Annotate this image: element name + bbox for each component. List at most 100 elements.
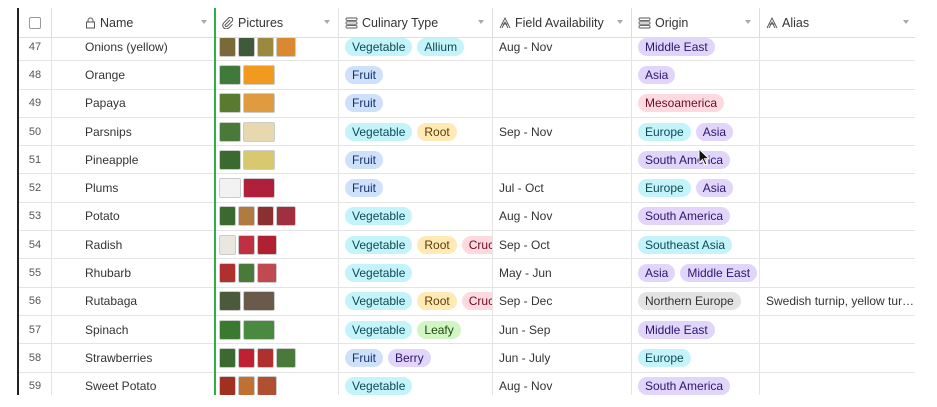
attachment-thumbnail[interactable] bbox=[238, 347, 255, 368]
field-availability-cell[interactable] bbox=[493, 61, 632, 89]
attachment-thumbnail[interactable] bbox=[257, 36, 274, 57]
origin-cell[interactable]: South America bbox=[632, 146, 760, 174]
origin-cell[interactable]: Europe Asia bbox=[632, 117, 760, 146]
field-availability-cell[interactable]: Jun - July bbox=[493, 344, 632, 372]
pictures-cell[interactable] bbox=[216, 202, 339, 231]
name-cell[interactable]: Plums bbox=[52, 174, 216, 202]
origin-cell[interactable]: Asia Middle East bbox=[632, 259, 760, 287]
table-row[interactable]: 55 Rhubarb Vegetable May - Jun Asia Middle Ea… bbox=[19, 259, 915, 288]
attachment-thumbnail[interactable] bbox=[219, 319, 241, 340]
attachment-thumbnail[interactable] bbox=[238, 206, 255, 227]
frozen-column-divider[interactable] bbox=[214, 8, 216, 395]
alias-cell[interactable] bbox=[760, 174, 915, 201]
name-cell[interactable]: Radish bbox=[52, 231, 216, 259]
table-row[interactable]: 59 Sweet Potato Vegetable Aug - Nov South Am… bbox=[19, 372, 915, 395]
table-row[interactable]: 50 Parsnips Vegetable Root Sep - Nov Europe As… bbox=[19, 117, 915, 147]
chevron-down-icon[interactable] bbox=[903, 20, 909, 24]
column-header-name[interactable]: Name bbox=[52, 8, 216, 38]
culinary-type-cell[interactable]: Vegetable bbox=[339, 259, 493, 287]
culinary-type-cell[interactable]: Fruit bbox=[339, 146, 493, 174]
attachment-thumbnail[interactable] bbox=[276, 206, 296, 227]
column-header-field-availability[interactable]: Field Availability bbox=[493, 8, 632, 38]
table-row[interactable]: 53 Potato Vegetable Aug - Nov South America bbox=[19, 202, 915, 232]
origin-cell[interactable]: Middle East bbox=[632, 33, 760, 61]
alias-cell[interactable] bbox=[760, 61, 915, 88]
attachment-thumbnail[interactable] bbox=[243, 319, 275, 340]
alias-cell[interactable] bbox=[760, 316, 915, 343]
attachment-thumbnail[interactable] bbox=[243, 121, 275, 142]
culinary-type-cell[interactable]: VegetableRootCruci bbox=[339, 231, 493, 259]
culinary-type-cell[interactable]: VegetableRootCruci bbox=[339, 287, 493, 315]
name-cell[interactable]: Potato bbox=[52, 202, 216, 231]
culinary-type-cell[interactable]: Vegetable bbox=[339, 202, 493, 231]
origin-cell[interactable]: Europe Asia bbox=[632, 174, 760, 202]
pictures-cell[interactable] bbox=[216, 259, 339, 287]
field-availability-cell[interactable]: May - Jun bbox=[493, 259, 632, 287]
culinary-type-cell[interactable]: Fruit bbox=[339, 61, 493, 89]
attachment-thumbnail[interactable] bbox=[219, 263, 236, 284]
origin-cell[interactable]: Northern Europe bbox=[632, 287, 760, 315]
attachment-thumbnail[interactable] bbox=[276, 36, 296, 57]
attachment-thumbnail[interactable] bbox=[243, 149, 275, 170]
culinary-type-cell[interactable]: Vegetable bbox=[339, 372, 493, 395]
alias-cell[interactable] bbox=[760, 90, 915, 117]
attachment-thumbnail[interactable] bbox=[219, 121, 241, 142]
table-row[interactable]: 52 Plums Fruit Jul - Oct Europe Asia bbox=[19, 174, 915, 203]
attachment-thumbnail[interactable] bbox=[257, 347, 274, 368]
attachment-thumbnail[interactable] bbox=[243, 93, 275, 114]
culinary-type-cell[interactable]: Vegetable Allium bbox=[339, 33, 493, 61]
attachment-thumbnail[interactable] bbox=[276, 347, 296, 368]
attachment-thumbnail[interactable] bbox=[219, 291, 241, 312]
pictures-cell[interactable] bbox=[216, 231, 339, 259]
table-row[interactable]: 58 Strawberries Fruit Berry Jun - July Europe bbox=[19, 344, 915, 373]
attachment-thumbnail[interactable] bbox=[238, 234, 255, 255]
attachment-thumbnail[interactable] bbox=[219, 178, 241, 199]
name-cell[interactable]: Rhubarb bbox=[52, 259, 216, 287]
attachment-thumbnail[interactable] bbox=[219, 149, 241, 170]
pictures-cell[interactable] bbox=[216, 146, 339, 174]
field-availability-cell[interactable]: Sep - Nov bbox=[493, 117, 632, 146]
pictures-cell[interactable] bbox=[216, 315, 339, 344]
field-availability-cell[interactable] bbox=[493, 146, 632, 174]
origin-cell[interactable]: Asia bbox=[632, 61, 760, 89]
pictures-cell[interactable] bbox=[216, 372, 339, 395]
origin-cell[interactable]: South America bbox=[632, 202, 760, 231]
culinary-type-cell[interactable]: Vegetable Root bbox=[339, 117, 493, 146]
origin-cell[interactable]: Mesoamerica bbox=[632, 89, 760, 117]
table-row[interactable]: 51 Pineapple Fruit South America bbox=[19, 146, 915, 175]
name-cell[interactable]: Strawberries bbox=[52, 344, 216, 372]
attachment-thumbnail[interactable] bbox=[257, 234, 277, 255]
pictures-cell[interactable] bbox=[216, 89, 339, 117]
culinary-type-cell[interactable]: Fruit Berry bbox=[339, 344, 493, 372]
column-header-alias[interactable]: Alias bbox=[760, 8, 915, 38]
chevron-down-icon[interactable] bbox=[201, 20, 207, 24]
field-availability-cell[interactable] bbox=[493, 89, 632, 117]
origin-cell[interactable]: Middle East bbox=[632, 315, 760, 344]
attachment-thumbnail[interactable] bbox=[243, 291, 275, 312]
name-cell[interactable]: Rutabaga bbox=[52, 287, 216, 315]
chevron-down-icon[interactable] bbox=[617, 20, 623, 24]
alias-cell[interactable] bbox=[760, 259, 915, 286]
pictures-cell[interactable] bbox=[216, 287, 339, 315]
alias-cell[interactable] bbox=[760, 203, 915, 230]
attachment-thumbnail[interactable] bbox=[219, 36, 236, 57]
column-header-origin[interactable]: Origin bbox=[632, 8, 760, 38]
field-availability-cell[interactable]: Aug - Nov bbox=[493, 372, 632, 395]
name-cell[interactable]: Parsnips bbox=[52, 117, 216, 146]
name-cell[interactable]: Papaya bbox=[52, 89, 216, 117]
chevron-down-icon[interactable] bbox=[478, 20, 484, 24]
field-availability-cell[interactable]: Jun - Sep bbox=[493, 315, 632, 344]
culinary-type-cell[interactable]: Vegetable Leafy bbox=[339, 315, 493, 344]
pictures-cell[interactable] bbox=[216, 117, 339, 146]
attachment-thumbnail[interactable] bbox=[219, 376, 236, 395]
field-availability-cell[interactable]: Jul - Oct bbox=[493, 174, 632, 202]
name-cell[interactable]: Pineapple bbox=[52, 146, 216, 174]
culinary-type-cell[interactable]: Fruit bbox=[339, 89, 493, 117]
table-row[interactable]: 57 Spinach Vegetable Leafy Jun - Sep Middle E… bbox=[19, 315, 915, 345]
column-header-culinary-type[interactable]: Culinary Type bbox=[339, 8, 493, 38]
name-cell[interactable]: Sweet Potato bbox=[52, 372, 216, 395]
alias-cell[interactable] bbox=[760, 231, 915, 258]
attachment-thumbnail[interactable] bbox=[219, 347, 236, 368]
pictures-cell[interactable] bbox=[216, 61, 339, 89]
